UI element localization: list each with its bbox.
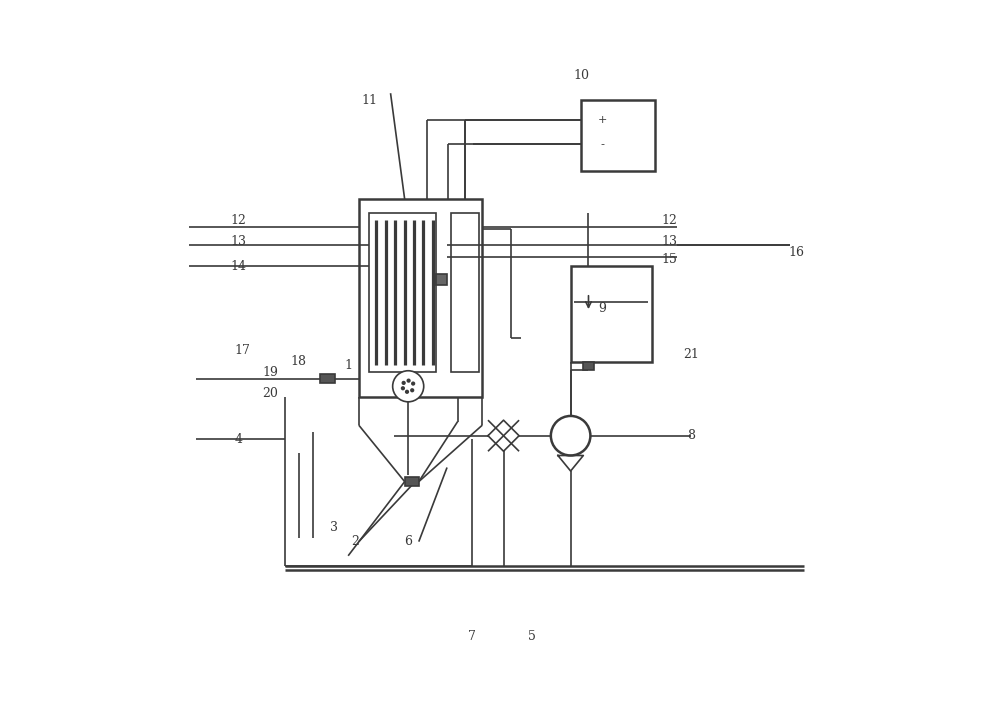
Text: 8: 8 — [687, 429, 695, 442]
Text: 7: 7 — [468, 630, 476, 644]
Bar — [436, 274, 447, 285]
Bar — [320, 374, 335, 384]
Text: 12: 12 — [662, 214, 677, 227]
Circle shape — [401, 386, 405, 391]
Text: 2: 2 — [351, 535, 359, 548]
Text: 15: 15 — [662, 252, 677, 266]
Circle shape — [551, 416, 590, 455]
Bar — [571, 266, 652, 362]
Circle shape — [405, 390, 409, 394]
Bar — [583, 362, 594, 370]
Text: 14: 14 — [231, 259, 247, 273]
Text: 17: 17 — [234, 345, 250, 357]
Bar — [359, 199, 482, 397]
Text: 21: 21 — [683, 348, 699, 361]
Text: 16: 16 — [789, 245, 805, 259]
Text: 20: 20 — [263, 387, 278, 400]
Text: 10: 10 — [573, 69, 589, 82]
Circle shape — [393, 371, 424, 402]
Text: 13: 13 — [231, 235, 247, 248]
Text: 4: 4 — [235, 432, 243, 446]
Bar — [369, 213, 436, 372]
Circle shape — [410, 388, 414, 392]
Text: 6: 6 — [404, 535, 412, 548]
Text: 5: 5 — [528, 630, 536, 644]
Text: 1: 1 — [344, 359, 352, 372]
Text: 13: 13 — [661, 235, 677, 248]
Text: 3: 3 — [330, 521, 338, 534]
Text: -: - — [600, 139, 604, 149]
Circle shape — [402, 381, 406, 385]
Bar — [451, 213, 479, 372]
Bar — [581, 100, 655, 171]
Text: 11: 11 — [361, 94, 377, 107]
Text: 19: 19 — [263, 366, 278, 379]
Text: 9: 9 — [598, 302, 606, 315]
Text: +: + — [597, 115, 607, 125]
Bar — [405, 477, 419, 486]
Text: 18: 18 — [291, 355, 307, 368]
Text: 12: 12 — [231, 214, 247, 227]
Circle shape — [411, 381, 415, 386]
Circle shape — [406, 379, 411, 383]
